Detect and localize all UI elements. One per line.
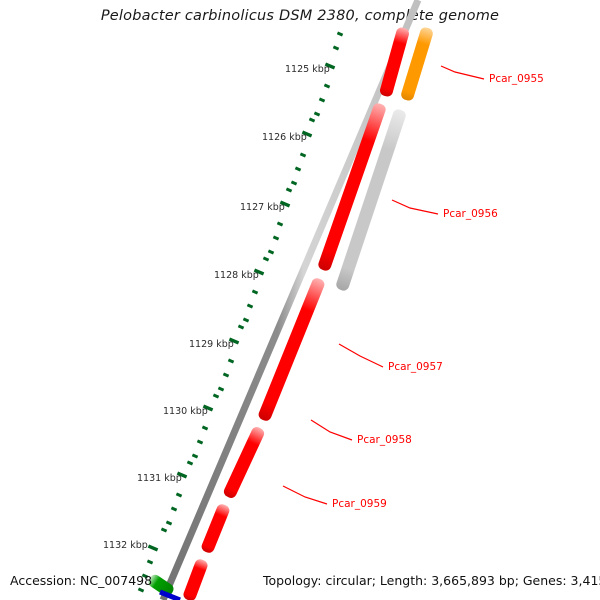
tick-mark [222, 372, 230, 378]
gene-segment-orange-0[interactable] [400, 26, 434, 102]
tick-mark [137, 587, 145, 593]
tick-mark [276, 221, 284, 227]
axis-tick-label-5: 1130 kbp [163, 406, 208, 417]
tick-mark [285, 187, 293, 193]
gene-segment-red-2[interactable] [257, 277, 326, 423]
tick-mark [262, 256, 270, 262]
gene-body [223, 427, 265, 498]
gene-segment-red-4[interactable] [200, 503, 231, 555]
gene-body [318, 103, 386, 271]
tick-mark [272, 235, 280, 241]
axis-tick-marks [137, 31, 344, 593]
leader-line-Pcar_0957 [338, 343, 384, 368]
axis-tick-label-1: 1126 kbp [262, 132, 307, 143]
tick-mark [176, 471, 188, 479]
tick-mark [301, 130, 313, 138]
gene-label-Pcar_0956[interactable]: Pcar_0956 [443, 208, 498, 220]
gene-body [401, 27, 433, 101]
axis-tick-label-4: 1129 kbp [189, 339, 234, 350]
tick-mark [227, 358, 235, 364]
tick-mark [196, 439, 204, 445]
tick-mark [175, 492, 183, 498]
gene-labels[interactable]: Pcar_0955 Pcar_0956 Pcar_0957 Pcar_0958 Pcar… [332, 73, 544, 510]
axis-tick-labels: 1125 kbp 1126 kbp 1127 kbp 1128 kbp 1129 kbp… [103, 64, 330, 551]
tick-mark [324, 62, 336, 70]
tick-mark [217, 386, 225, 392]
leader-line-Pcar_0955 [440, 65, 485, 80]
gene-body [336, 109, 406, 291]
accession-label: Accession: NC_007498 [10, 573, 153, 588]
gene-segment-blue[interactable] [159, 589, 181, 600]
gene-label-Pcar_0957[interactable]: Pcar_0957 [388, 361, 443, 373]
gene-label-Pcar_0955[interactable]: Pcar_0955 [489, 73, 544, 85]
gene-segment-red-0[interactable] [379, 26, 411, 97]
tick-mark [147, 544, 159, 552]
tick-mark [313, 111, 321, 117]
tick-mark [290, 180, 298, 186]
tick-mark [299, 152, 307, 158]
leader-line-Pcar_0959 [282, 485, 328, 505]
tick-mark [170, 506, 178, 512]
leader-line-Pcar_0956 [391, 199, 439, 215]
gene-body [148, 574, 174, 597]
gene-body [258, 278, 325, 421]
tick-mark [279, 200, 291, 208]
page-title: Pelobacter carbinolicus DSM 2380, comple… [100, 8, 500, 24]
genome-stats-label: Topology: circular; Length: 3,665,893 bp… [263, 573, 600, 588]
tick-mark [201, 425, 209, 431]
tick-mark [251, 289, 259, 295]
tick-mark [237, 324, 245, 330]
tick-mark [332, 45, 340, 51]
tick-mark [318, 97, 326, 103]
tick-mark [186, 460, 194, 466]
axis-tick-label-2: 1127 kbp [240, 202, 285, 213]
tick-mark [212, 393, 220, 399]
gene-label-Pcar_0959[interactable]: Pcar_0959 [332, 498, 387, 510]
tick-mark [165, 520, 173, 526]
axis-tick-label-0: 1125 kbp [285, 64, 330, 75]
leader-line-Pcar_0958 [310, 419, 353, 441]
axis-tick-label-6: 1131 kbp [137, 473, 182, 484]
gene-label-leader-lines [282, 65, 485, 505]
tick-mark [308, 117, 316, 123]
gene-segment-red-5[interactable] [182, 558, 209, 600]
gene-segment-red-3[interactable] [222, 425, 266, 499]
tick-mark [160, 527, 168, 533]
tick-mark [267, 249, 275, 255]
tick-mark [253, 268, 265, 276]
tick-mark [323, 83, 331, 89]
tick-mark [141, 573, 149, 579]
backbone-line [159, 0, 422, 600]
tick-mark [246, 303, 254, 309]
tick-mark [294, 166, 302, 172]
gene-body [201, 504, 230, 553]
gene-body [380, 27, 409, 97]
tick-mark [228, 337, 240, 345]
tick-mark [336, 31, 344, 37]
gene-features[interactable] [146, 26, 434, 600]
tick-mark [242, 317, 250, 323]
gene-body [183, 559, 208, 600]
tick-mark [146, 559, 154, 565]
axis-tick-label-7: 1132 kbp [103, 540, 148, 551]
gene-segment-gray-0[interactable] [335, 108, 407, 292]
tick-mark [191, 453, 199, 459]
axis-tick-label-3: 1128 kbp [214, 270, 259, 281]
genome-backbone [159, 0, 422, 600]
gene-segment-red-1[interactable] [317, 102, 387, 272]
gene-label-Pcar_0958[interactable]: Pcar_0958 [357, 434, 412, 446]
gene-segment-green[interactable] [146, 573, 175, 599]
tick-mark [202, 404, 214, 412]
